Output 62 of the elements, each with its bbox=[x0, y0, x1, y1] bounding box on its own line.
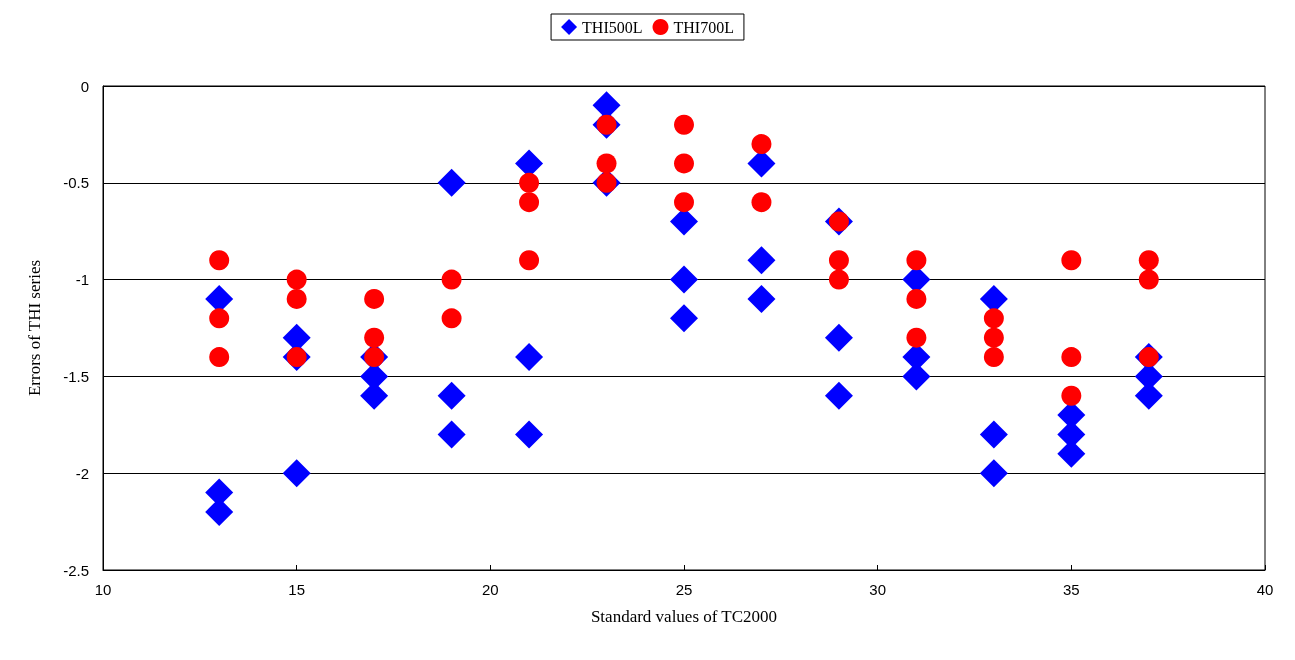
point bbox=[828, 269, 849, 290]
point bbox=[282, 459, 311, 488]
point bbox=[1138, 250, 1159, 271]
point bbox=[519, 250, 540, 271]
x-tick-label: 40 bbox=[1256, 581, 1274, 598]
point bbox=[751, 192, 772, 213]
point bbox=[979, 459, 1008, 488]
point bbox=[209, 308, 230, 329]
point bbox=[747, 284, 776, 313]
y-tick-label: -0.5 bbox=[63, 174, 89, 192]
point bbox=[286, 269, 307, 290]
point bbox=[437, 168, 466, 197]
y-tick-label: -1 bbox=[75, 271, 89, 289]
y-tick-label: 0 bbox=[80, 77, 89, 95]
y-axis-title: Errors of THI series bbox=[25, 259, 44, 397]
point bbox=[286, 288, 307, 309]
point bbox=[906, 288, 927, 309]
point bbox=[1061, 250, 1082, 271]
x-tick-label: 25 bbox=[675, 581, 693, 598]
point bbox=[983, 347, 1004, 368]
point bbox=[209, 250, 230, 271]
point bbox=[824, 381, 853, 410]
point bbox=[674, 192, 694, 213]
point bbox=[437, 381, 466, 410]
point bbox=[824, 323, 853, 352]
point bbox=[519, 192, 540, 213]
y-tick-label: -2 bbox=[75, 464, 89, 482]
x-tick-label: 35 bbox=[1062, 581, 1080, 598]
point bbox=[515, 420, 544, 449]
point bbox=[519, 172, 540, 193]
point bbox=[747, 246, 776, 275]
point bbox=[1061, 385, 1082, 406]
point bbox=[670, 304, 698, 333]
point bbox=[979, 420, 1008, 449]
point bbox=[209, 347, 230, 368]
point bbox=[983, 327, 1004, 348]
point bbox=[906, 327, 927, 348]
point bbox=[515, 343, 544, 372]
point bbox=[828, 250, 849, 271]
x-tick-label: 20 bbox=[481, 581, 499, 598]
y-tick-label: -2.5 bbox=[63, 561, 89, 579]
legend-label: THI700L bbox=[673, 18, 734, 36]
x-tick-label: 10 bbox=[94, 581, 112, 598]
point bbox=[670, 265, 698, 294]
point bbox=[983, 308, 1004, 329]
point bbox=[751, 134, 772, 155]
point bbox=[441, 269, 462, 290]
point bbox=[674, 114, 694, 135]
x-tick-label: 30 bbox=[869, 581, 887, 598]
point bbox=[906, 250, 927, 271]
point bbox=[1061, 347, 1082, 368]
x-tick-label: 15 bbox=[288, 581, 306, 598]
point bbox=[441, 308, 462, 329]
point bbox=[364, 288, 385, 309]
point bbox=[596, 153, 617, 174]
point bbox=[674, 153, 694, 174]
x-axis-title: Standard values of TC2000 bbox=[590, 607, 778, 626]
point bbox=[364, 327, 385, 348]
point bbox=[437, 420, 466, 449]
point bbox=[1138, 269, 1159, 290]
legend-label: THI500L bbox=[582, 18, 643, 36]
y-tick-label: -1.5 bbox=[63, 367, 89, 385]
